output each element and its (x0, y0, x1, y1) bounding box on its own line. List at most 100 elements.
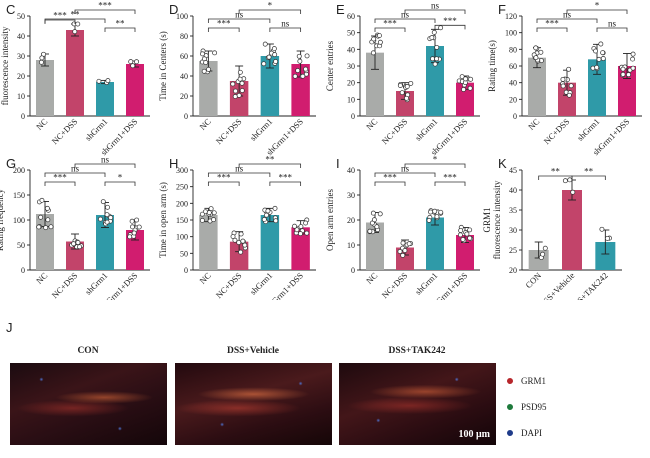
significance-bracket (44, 172, 106, 177)
legend-label-dapi: DAPI (521, 428, 543, 438)
data-point (130, 63, 136, 69)
data-point (397, 249, 403, 254)
category-label: shGrm1 (83, 270, 109, 296)
data-point (134, 59, 140, 65)
panel-h: H Time in open arm (s) 0 50 100 150 200 250 300 N… (158, 155, 316, 300)
significance-bracket (374, 172, 436, 177)
data-point (540, 251, 546, 257)
data-point (134, 217, 140, 223)
data-point (296, 53, 302, 59)
data-point (430, 56, 436, 62)
y-axis-label: Time in open arm (s) (158, 182, 168, 258)
data-point (128, 59, 134, 65)
significance-bracket (207, 18, 271, 23)
data-point (104, 219, 110, 225)
significance-label: *** (53, 11, 67, 21)
significance-bracket (207, 27, 240, 32)
bar (36, 60, 54, 116)
bar (260, 56, 280, 116)
significance-bracket (404, 9, 466, 14)
category-label: DSS+Vehicle (537, 270, 577, 300)
category-label: NC+DSS (50, 270, 80, 300)
significance-label: ns (235, 10, 244, 20)
data-point (438, 25, 444, 31)
data-point (208, 206, 214, 212)
data-point (266, 54, 272, 60)
y-tick-label: 10 (347, 95, 355, 104)
data-point (300, 73, 306, 79)
data-point (230, 234, 236, 239)
y-tick-label: 30 (509, 226, 517, 235)
y-tick-label: 50 (347, 29, 355, 38)
data-point (261, 61, 267, 67)
significance-label: *** (53, 173, 67, 183)
data-point (304, 230, 310, 236)
significance-bracket (269, 27, 302, 32)
data-point (467, 227, 473, 233)
data-point (44, 205, 50, 211)
y-tick-label: 60 (509, 62, 517, 71)
significance-bracket (207, 181, 240, 186)
y-tick-label: 45 (509, 166, 517, 175)
significance-bracket (536, 18, 598, 23)
data-point (273, 59, 279, 64)
bar (366, 222, 384, 270)
data-point (297, 231, 303, 237)
data-point (136, 224, 142, 230)
y-tick-label: 20 (17, 72, 25, 81)
data-point (408, 80, 414, 86)
significance-bracket (238, 163, 302, 168)
data-point (464, 231, 470, 237)
data-point (596, 56, 602, 62)
data-point (203, 60, 209, 65)
data-point (303, 220, 309, 226)
data-point (238, 249, 244, 255)
data-point (273, 218, 279, 224)
y-tick-label: 0 (351, 266, 355, 275)
significance-bracket (74, 163, 136, 168)
data-point (77, 244, 83, 250)
legend-swatch-dapi (507, 430, 513, 436)
data-point (406, 241, 412, 247)
significance-label: ** (551, 167, 561, 177)
legend-swatch-grm1 (507, 378, 513, 384)
data-point (211, 210, 217, 216)
data-point (237, 69, 243, 75)
significance-label: ns (235, 164, 244, 174)
bar (396, 91, 414, 116)
data-point (434, 214, 440, 220)
figure-charts: CGRM1fluorescence intensity01020304050NC… (0, 1, 642, 300)
scale-bar-label: 100 μm (458, 429, 491, 440)
y-tick-label: 10 (17, 92, 25, 101)
category-label: CON (523, 270, 543, 290)
significance-bracket (269, 181, 302, 186)
y-tick-label: 150 (13, 191, 25, 200)
data-point (399, 90, 405, 96)
y-tick-label: 100 (13, 216, 25, 225)
data-point (459, 74, 465, 80)
data-point (458, 228, 464, 233)
category-label: shGrm1 (575, 116, 601, 142)
data-point (566, 92, 572, 98)
data-point (620, 66, 626, 72)
significance-bracket (104, 181, 136, 186)
significance-label: ** (116, 19, 126, 29)
data-point (562, 178, 568, 184)
data-point (96, 78, 102, 84)
bar (426, 46, 444, 116)
data-point (206, 66, 212, 72)
significance-label: * (268, 1, 273, 11)
y-tick-label: 0 (184, 266, 188, 275)
panel-c: CGRM1fluorescence intensity01020304050NC… (0, 1, 150, 157)
y-tick-label: 0 (21, 112, 25, 121)
bar (562, 190, 582, 270)
y-tick-label: 20 (347, 216, 355, 225)
y-tick-label: 50 (17, 241, 25, 250)
category-label: shGrm1 (413, 270, 439, 296)
y-tick-label: 50 (180, 249, 188, 258)
data-point (200, 51, 205, 57)
data-point (630, 65, 636, 71)
data-point (294, 227, 300, 233)
data-point (426, 217, 432, 223)
category-label: NC+DSS (380, 270, 410, 300)
